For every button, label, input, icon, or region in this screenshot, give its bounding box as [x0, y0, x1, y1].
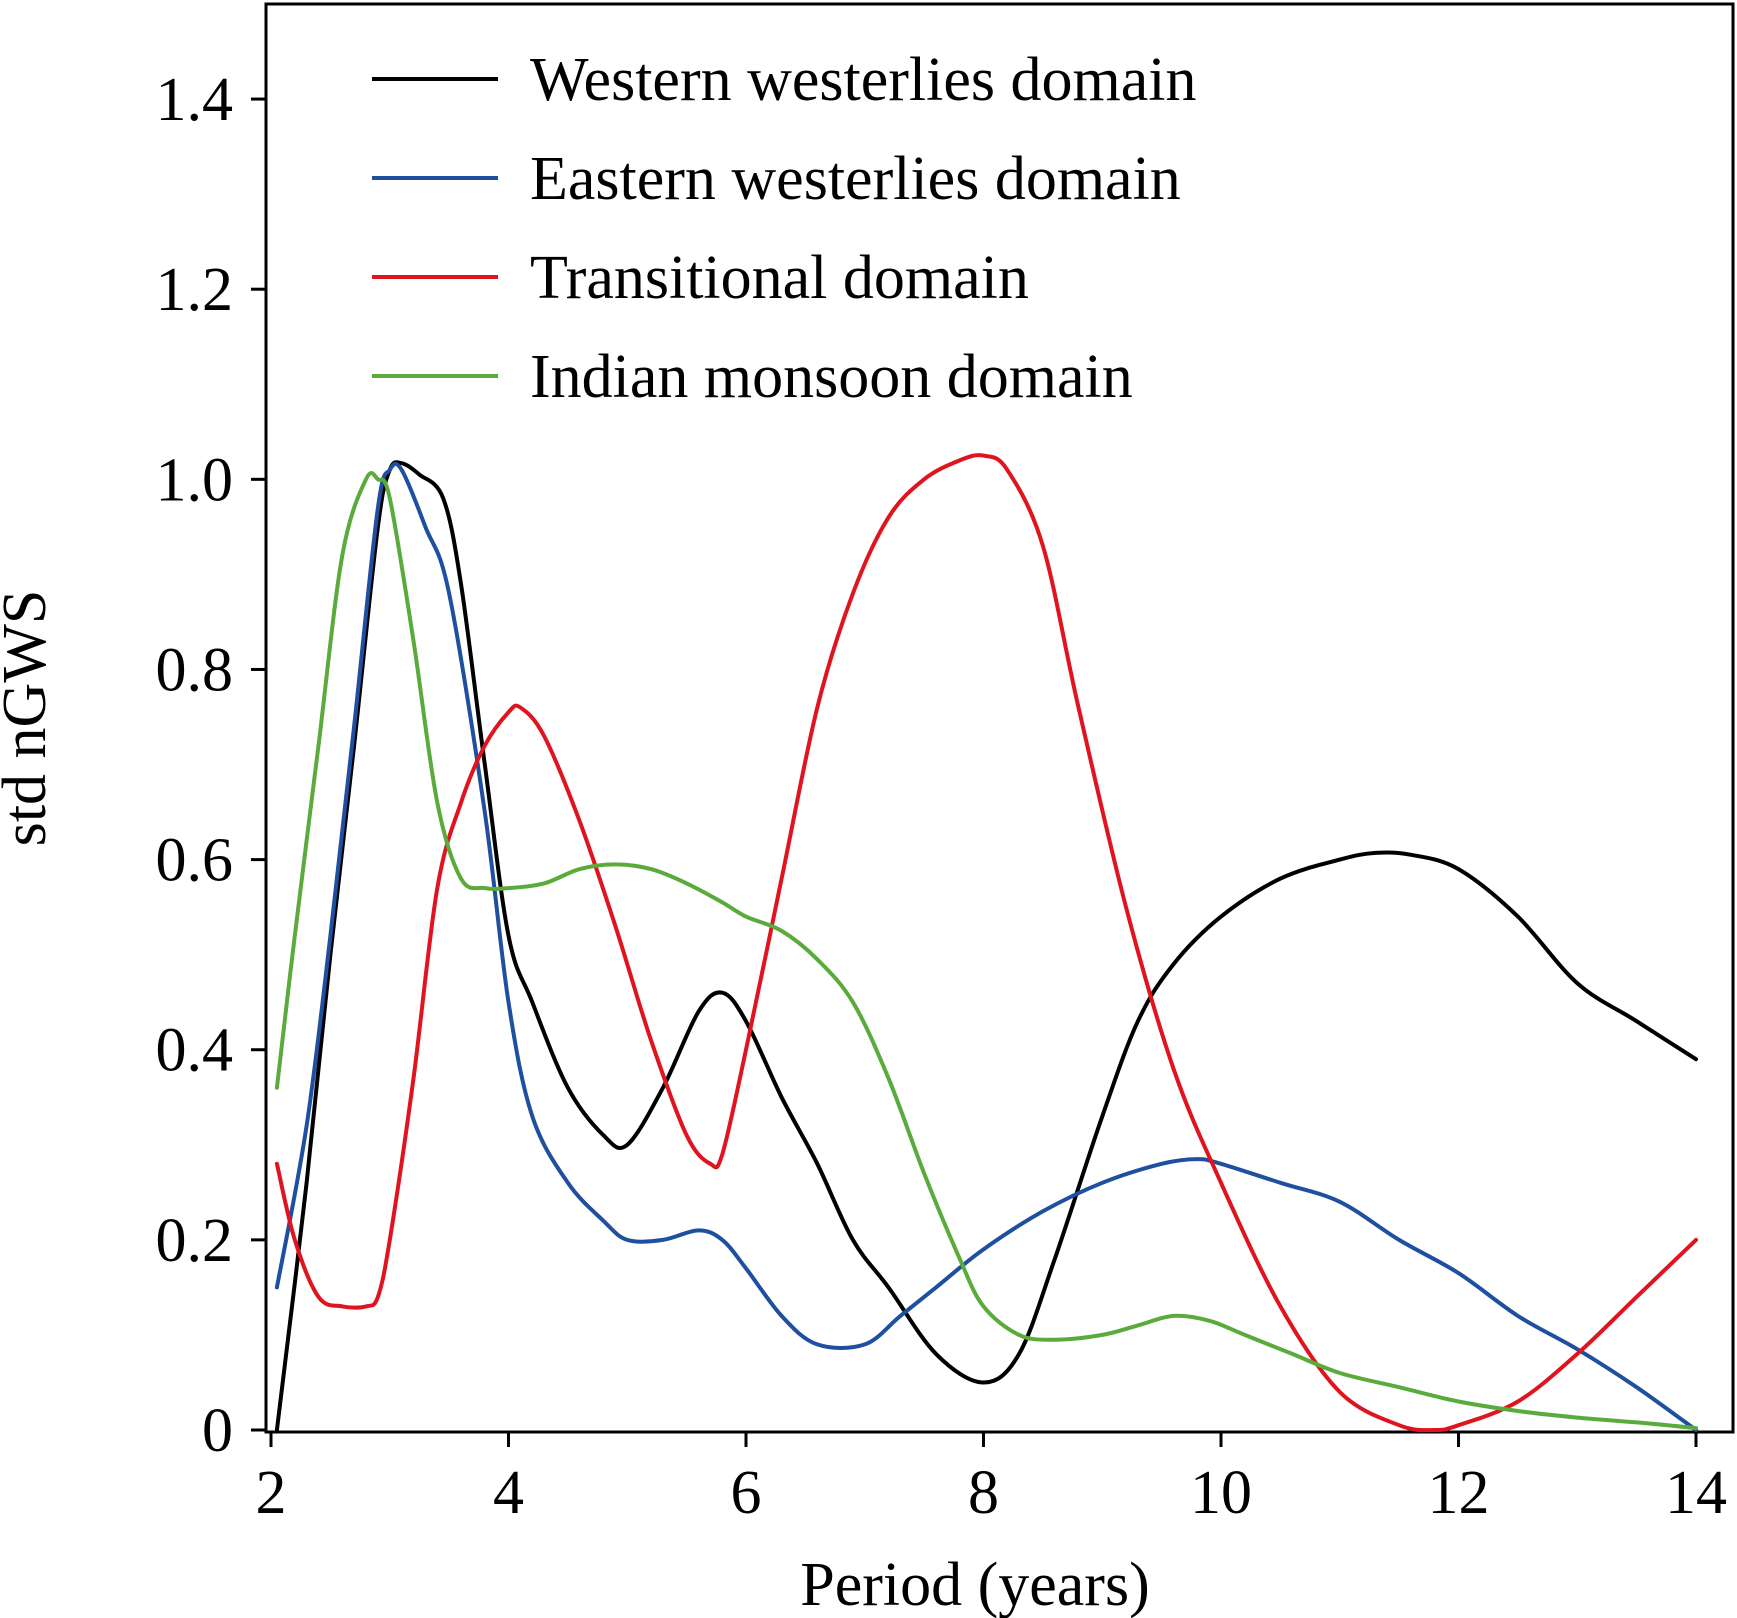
series-line-western-westerlies-domain — [274, 460, 1698, 1432]
y-tick-label: 0.8 — [156, 636, 234, 704]
series-line-transitional-domain — [274, 453, 1698, 1433]
x-tick-label: 6 — [731, 1459, 762, 1527]
legend-label-indian-monsoon-domain: Indian monsoon domain — [530, 343, 1133, 411]
x-tick-label: 2 — [256, 1459, 287, 1527]
series-lines — [274, 453, 1698, 1433]
plot-area: 2 4 6 8 10 12 14 0 0.2 0.4 0.6 0.8 1.0 1.2 1.4 Wester… — [156, 2, 1735, 1527]
y-tick-label: 0 — [202, 1397, 233, 1465]
y-tick-label: 1.4 — [156, 66, 234, 134]
x-tick-label: 8 — [968, 1459, 999, 1527]
legend-label-western-westerlies-domain: Western westerlies domain — [530, 46, 1196, 114]
legend: Western westerlies domain Eastern westerl… — [372, 46, 1196, 411]
y-axis: 0 0.2 0.4 0.6 0.8 1.0 1.2 1.4 — [156, 66, 266, 1465]
y-tick-label: 0.4 — [156, 1017, 234, 1085]
x-axis-label: Period (years) — [800, 1551, 1149, 1618]
series-line-indian-monsoon-domain — [274, 470, 1698, 1431]
plot-frame — [264, 2, 1735, 1434]
x-tick-label: 4 — [493, 1459, 524, 1527]
legend-label-eastern-westerlies-domain: Eastern westerlies domain — [530, 145, 1181, 213]
x-axis: 2 4 6 8 10 12 14 — [256, 1432, 1727, 1527]
x-tick-label: 14 — [1665, 1459, 1727, 1527]
y-tick-label: 0.6 — [156, 827, 234, 895]
legend-label-transitional-domain: Transitional domain — [530, 244, 1029, 312]
series-line-eastern-westerlies-domain — [274, 461, 1698, 1432]
y-tick-label: 0.2 — [156, 1207, 234, 1275]
y-tick-label: 1.2 — [156, 256, 234, 324]
x-tick-label: 10 — [1190, 1459, 1252, 1527]
y-tick-label: 1.0 — [156, 446, 234, 514]
x-tick-label: 12 — [1428, 1459, 1490, 1527]
y-axis-label: std nGWS — [0, 590, 59, 847]
